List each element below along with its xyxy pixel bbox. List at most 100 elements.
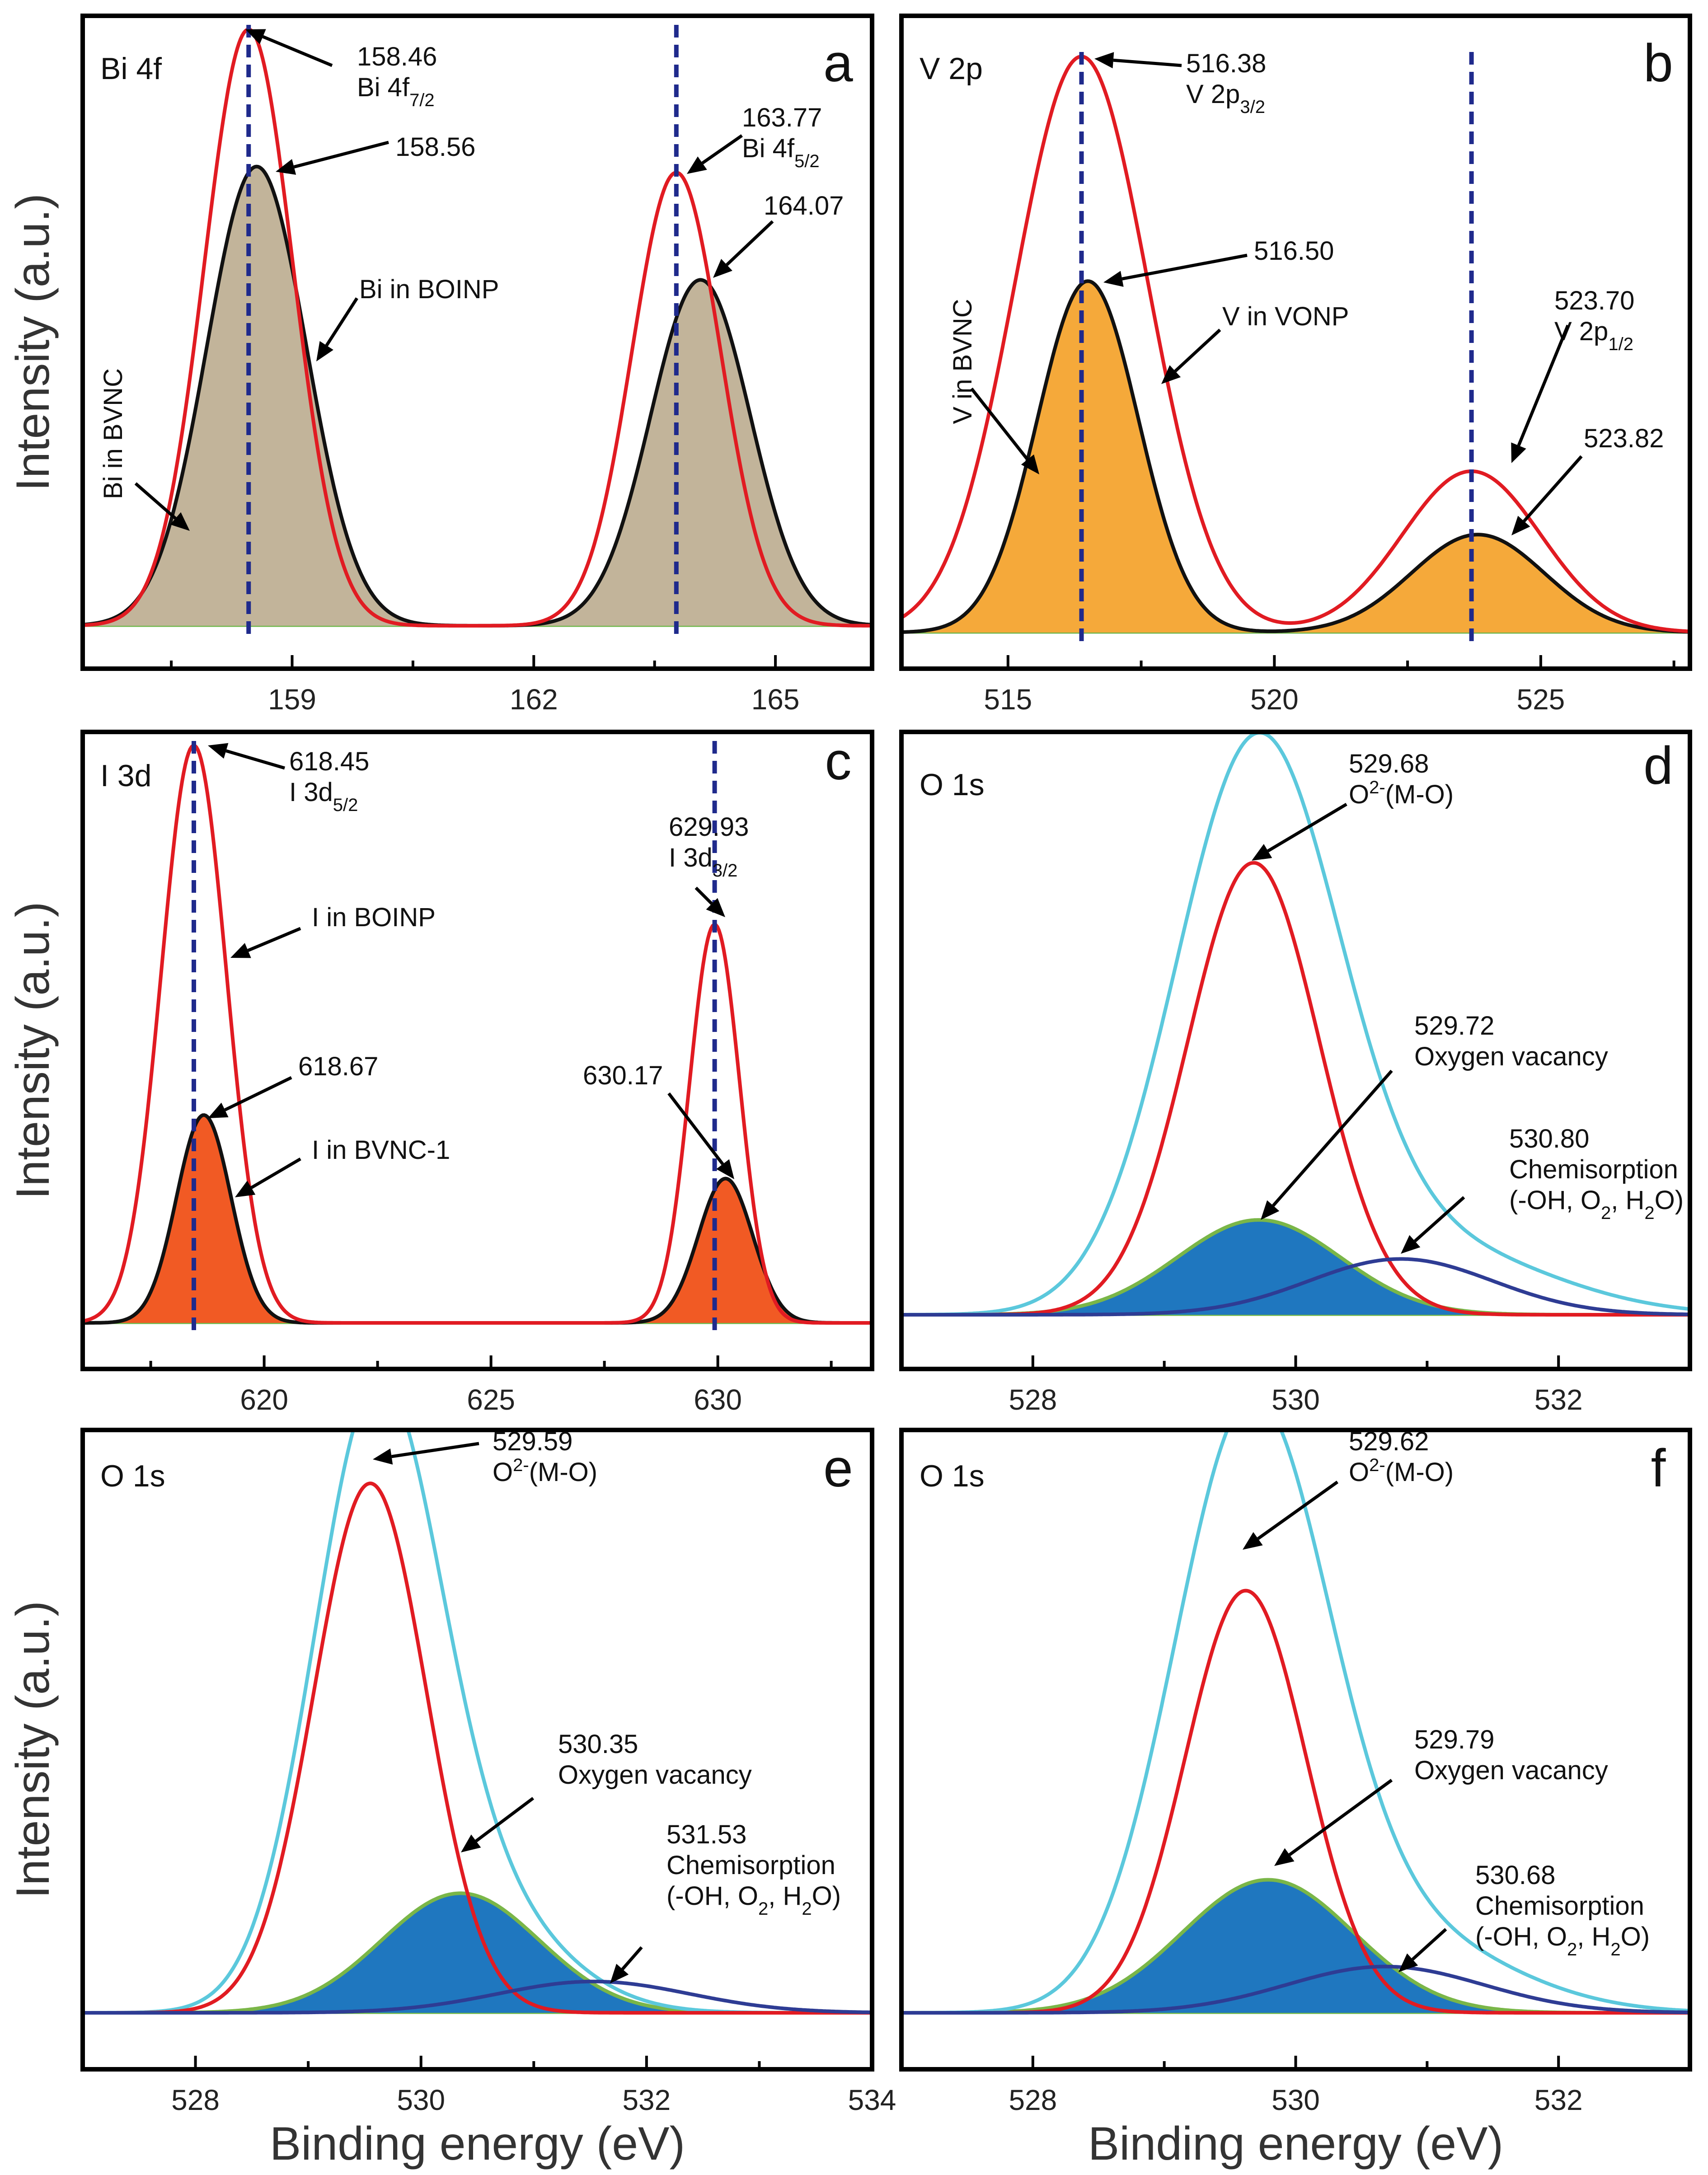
region-label: Bi 4f [100, 52, 162, 86]
series-line-a-0 [83, 27, 872, 628]
series-line-e-3 [83, 1979, 872, 2015]
series-line-e-1 [83, 1481, 872, 2015]
annotation-arrow [1161, 328, 1221, 384]
annotation-text: I 3d3/2 [669, 843, 737, 881]
annotation-text: Chemisorption [1475, 1891, 1644, 1921]
annotation-text: (-OH, O2, H2O) [666, 1881, 841, 1919]
annotation-text: 163.77 [742, 103, 822, 132]
annotation-text: V in VONP [1222, 302, 1349, 331]
annotation-arrow [235, 1157, 301, 1197]
annotation-arrow [276, 141, 389, 175]
annotation-text: 158.56 [395, 132, 475, 162]
annotation-text: I in BVNC-1 [312, 1135, 450, 1165]
tick-label: 165 [751, 683, 800, 716]
series-fill-b-1 [901, 281, 1690, 633]
annotation-text: V 2p3/2 [1186, 80, 1265, 117]
annotation-text: Chemisorption [666, 1851, 835, 1880]
tick-label: 520 [1250, 683, 1299, 716]
annotation-text: 158.46 [357, 42, 437, 71]
annotation-text: Bi 4f5/2 [742, 134, 820, 171]
annotation-text: 630.17 [583, 1061, 663, 1090]
annotation-arrow [208, 1076, 292, 1118]
annotation-text: (-OH, O2, H2O) [1509, 1186, 1684, 1223]
tick-label: 515 [984, 683, 1032, 716]
y-axis-label: Intensity (a.u.) [7, 902, 59, 1200]
annotation-text: O2-(M-O) [1349, 778, 1454, 809]
annotation-text: 618.67 [298, 1052, 378, 1081]
annotation-arrow [1261, 1069, 1393, 1220]
annotation-arrow [461, 1797, 535, 1852]
annotation-text: Bi 4f7/2 [357, 73, 435, 110]
annotation-arrow [1243, 1481, 1339, 1550]
series-line-b-0 [901, 54, 1690, 633]
series-fill-f-2 [901, 1880, 1690, 2013]
annotation-text: 164.07 [764, 191, 844, 220]
panel-letter: b [1643, 33, 1673, 93]
annotation-text: 529.62 [1349, 1427, 1429, 1456]
annotation-text: Bi in BOINP [359, 275, 499, 304]
series-line-d-3 [901, 1257, 1690, 1317]
annotation-text: Oxygen vacancy [558, 1760, 752, 1790]
panel-frame [899, 14, 1692, 671]
tick-label: 530 [1272, 2084, 1320, 2116]
annotation-text: 530.35 [558, 1730, 638, 1759]
annotation-text: V 2p1/2 [1554, 317, 1633, 354]
annotation-arrow [687, 134, 743, 174]
annotation-text: 529.72 [1414, 1011, 1494, 1041]
panel-letter: a [823, 33, 853, 93]
panel-e: 528 530 532 534 Intensity (a.u.) Binding ener… [7, 1427, 896, 2170]
annotation-arrow [373, 1442, 479, 1465]
annotation-text: I in BOINP [312, 903, 436, 932]
tick-label: 525 [1516, 683, 1565, 716]
region-label: O 1s [920, 1459, 985, 1493]
annotation-text: 531.53 [666, 1820, 746, 1849]
panel-letter: c [825, 731, 852, 791]
annotation-arrow [694, 886, 725, 917]
tick-label: 620 [240, 1383, 288, 1416]
tick-label: 630 [694, 1383, 742, 1416]
annotation-text: 523.82 [1584, 424, 1664, 453]
panel-letter: d [1643, 736, 1673, 796]
annotation-arrow [610, 1946, 643, 1983]
tick-label: 530 [1272, 1383, 1320, 1416]
annotation-text: 516.38 [1186, 49, 1266, 78]
annotation-text: Oxygen vacancy [1414, 1756, 1608, 1785]
annotation-arrow [667, 1092, 734, 1179]
y-axis-label: Intensity (a.u.) [7, 193, 59, 491]
panel-frame [80, 730, 874, 1371]
region-label: V 2p [920, 52, 983, 86]
annotation-arrow [713, 220, 774, 278]
series-line-d-0 [901, 732, 1690, 1317]
tick-label: 159 [268, 683, 316, 716]
annotation-text: 629.93 [669, 812, 749, 842]
tick-label: 532 [1534, 1383, 1583, 1416]
tick-label: 534 [848, 2084, 896, 2116]
panel-letter: e [823, 1439, 853, 1498]
y-axis-label: Intensity (a.u.) [7, 1601, 59, 1898]
annotation-text: O2-(M-O) [493, 1455, 597, 1487]
plot-area-f [901, 1430, 1690, 2015]
annotation-arrow [1094, 52, 1182, 69]
series-line-f-0 [901, 1430, 1690, 2015]
plot-area-c [83, 741, 872, 1332]
tick-label: 528 [1009, 1383, 1057, 1416]
series-line-f-3 [901, 1964, 1690, 2015]
annotation-arrow [1252, 802, 1347, 861]
region-label: I 3d [100, 759, 151, 793]
tick-label: 528 [1009, 2084, 1057, 2116]
annotation-arrow [230, 927, 301, 958]
annotation-arrow [208, 743, 285, 770]
tick-label: 532 [622, 2084, 671, 2116]
annotation-text: (-OH, O2, H2O) [1475, 1922, 1650, 1959]
annotation-arrow [245, 29, 333, 67]
plot-area-d [901, 732, 1690, 1317]
annotation-rotated: V in BVNC [948, 299, 977, 424]
annotation-text: Chemisorption [1509, 1155, 1678, 1184]
series-fill-d-2 [901, 1220, 1690, 1315]
annotation-text: 523.70 [1554, 286, 1634, 315]
annotation-arrow [134, 482, 190, 531]
annotation-arrow [1103, 253, 1248, 287]
series-line-b-1 [901, 279, 1690, 634]
